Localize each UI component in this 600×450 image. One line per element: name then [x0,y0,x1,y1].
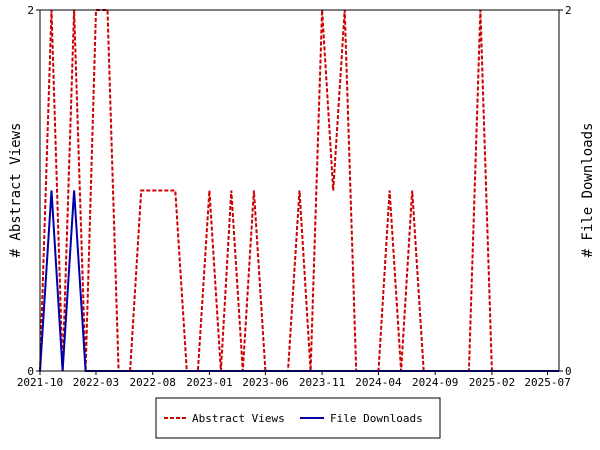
x-tick-label: 2024-09 [412,376,458,389]
x-tick-label: 2023-06 [242,376,288,389]
x-tick-label: 2024-04 [355,376,402,389]
x-axis-ticks: 2021-10 2022-03 2022-08 2023-01 2023-06 2023-… [17,371,571,389]
plot-frame [39,9,560,372]
legend-box [155,397,441,439]
x-tick-label: 2023-01 [186,376,232,389]
y-tick-label-right: 0 [565,365,572,378]
legend: Abstract Views File Downloads [155,397,441,439]
legend-label-file-downloads: File Downloads [330,412,423,425]
right-axis-title: # File Downloads [580,123,596,258]
x-tick-label: 2021-10 [17,376,63,389]
left-axis-title: # Abstract Views [8,123,24,258]
y-tick-label-left: 0 [27,365,34,378]
x-tick-label: 2025-02 [469,376,515,389]
x-tick-label: 2025-07 [524,376,570,389]
x-tick-label: 2022-08 [130,376,176,389]
x-tick-label: 2023-11 [299,376,345,389]
legend-label-abstract-views: Abstract Views [192,412,285,425]
y-axis-ticks: 0 2 0 2 [27,4,571,378]
y-tick-label-left: 2 [27,4,34,17]
y-tick-label-right: 2 [565,4,572,17]
x-tick-label: 2022-03 [73,376,119,389]
